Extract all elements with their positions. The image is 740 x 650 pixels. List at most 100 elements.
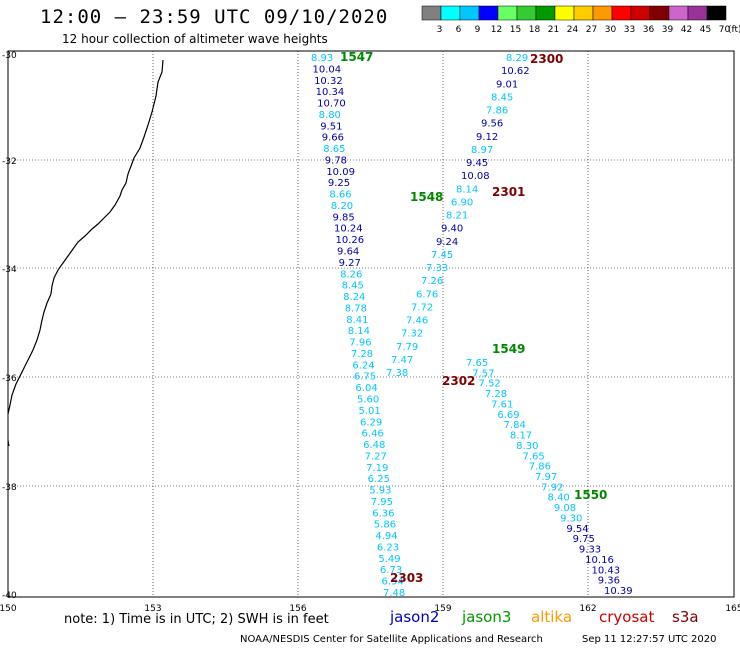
wave-height-value: 6.29 [360,417,382,428]
wave-height-value: 7.72 [411,302,433,313]
map-title: 12:00 – 23:59 UTC 09/10/2020 [40,6,389,28]
wave-height-value: 7.28 [351,349,373,360]
coastline [7,59,164,447]
map-grid: 150 153 156 159 162 165 -30 -32 -34 -36 -38 -40 [0,50,740,614]
wave-height-value: 8.24 [343,292,365,303]
wave-height-value: 6.90 [451,197,473,208]
scale-swatch-27 [573,5,594,21]
wave-height-value: 4.94 [375,531,397,542]
wave-height-value: 10.70 [317,99,346,110]
wave-height-value: 6.25 [368,474,390,485]
wave-height-value: 9.25 [328,178,350,189]
scale-swatch-21 [535,5,556,21]
scale-label-9: 9 [475,25,481,35]
wave-height-value: 7.65 [522,451,544,462]
wave-height-value: 10.43 [591,565,620,576]
scale-label-24: 24 [567,25,579,35]
wave-height-value: 10.32 [314,76,343,87]
wave-height-value: 8.29 [506,53,528,64]
wave-height-value: 9.78 [325,155,347,166]
scale-label-30: 30 [605,25,617,35]
scale-label-21: 21 [548,25,559,35]
wave-height-value: 9.12 [476,132,498,143]
wave-height-value: 8.30 [516,441,538,452]
lon-label: 153 [144,604,161,614]
map-frame [7,50,735,598]
scale-label-36: 36 [643,25,655,35]
wave-height-value: 8.14 [456,184,478,195]
wave-height-value: 9.27 [339,258,361,269]
wave-height-value: 7.46 [406,316,428,327]
wave-height-value: 8.40 [548,493,570,504]
wave-height-value: 7.48 [383,588,405,599]
wave-height-value: 9.36 [598,576,620,587]
pass-label-2300: 2300 [530,52,563,66]
scale-label-33: 33 [624,25,635,35]
wave-height-value: 5.49 [378,554,400,565]
satellite-tracks: 8.9310.0410.3210.3410.708.809.519.668.65… [311,53,633,599]
wave-height-value: 9.64 [337,247,359,258]
wave-height-value: 7.57 [472,368,494,379]
wave-height-value: 8.26 [340,269,362,280]
wave-height-value: 7.95 [371,497,393,508]
pass-label-1549: 1549 [492,342,525,356]
wave-height-value: 9.30 [560,513,582,524]
wave-height-value: 9.45 [466,158,488,169]
map-subtitle: 12 hour collection of altimeter wave hei… [62,32,328,46]
wave-height-value: 5.93 [369,486,391,497]
wave-height-value: 8.65 [323,144,345,155]
wave-height-value: 6.94 [381,577,403,588]
wave-height-value: 7.61 [491,399,513,410]
wave-height-value: 6.46 [362,429,384,440]
mission-cryosat: cryosat [599,608,655,626]
wave-height-value: 9.33 [579,545,601,556]
lat-label: -32 [2,157,17,167]
scale-swatch-39 [649,5,670,21]
wave-height-value: 7.45 [431,250,453,261]
wave-height-value: 6.04 [355,383,377,394]
scale-label-27: 27 [586,25,597,35]
wave-height-value: 6.75 [354,372,376,383]
wave-height-value: 5.60 [357,394,379,405]
lat-label: -36 [2,374,17,384]
track-track-c: 7.657.577.527.287.616.697.848.178.307.65… [466,358,633,597]
scale-swatch-12 [478,5,499,21]
wave-height-value: 9.40 [441,224,463,235]
lon-label: 162 [579,604,596,614]
pass-label-1548: 1548 [410,190,443,204]
lat-label: -38 [2,483,17,493]
wave-height-value: 7.19 [366,463,388,474]
scale-label-70: 70 [719,25,731,35]
footer-timestamp: Sep 11 12:27:57 UTC 2020 [582,634,717,645]
wave-height-value: 8.21 [446,211,468,222]
lon-label: 159 [434,604,451,614]
wave-height-value: 9.85 [332,212,354,223]
scale-swatch-18 [516,5,537,21]
scale-label-6: 6 [456,25,462,35]
wave-height-value: 7.79 [396,342,418,353]
pass-label-2301: 2301 [492,185,525,199]
wave-height-value: 9.66 [322,133,344,144]
wave-height-value: 9.54 [566,524,588,535]
scale-label-12: 12 [491,25,502,35]
wave-height-value: 6.76 [416,289,438,300]
scale-swatch-9 [459,5,480,21]
scale-swatch-33 [611,5,632,21]
wave-height-value: 8.14 [348,326,370,337]
wave-height-value: 6.69 [497,410,519,421]
scale-label-39: 39 [662,25,674,35]
mission-jason3: jason3 [462,608,512,626]
wave-height-value: 7.84 [504,420,526,431]
wave-height-value: 7.38 [386,368,408,379]
scale-swatch-6 [440,5,461,21]
lon-label: 150 [0,604,17,614]
lat-label: -34 [2,265,17,275]
wave-height-value: 8.41 [346,315,368,326]
mission-jason2: jason2 [390,608,440,626]
wave-height-value: 5.86 [374,520,396,531]
wave-height-value: 8.17 [510,431,532,442]
wave-height-value: 7.92 [541,482,563,493]
wave-height-value: 8.78 [345,303,367,314]
